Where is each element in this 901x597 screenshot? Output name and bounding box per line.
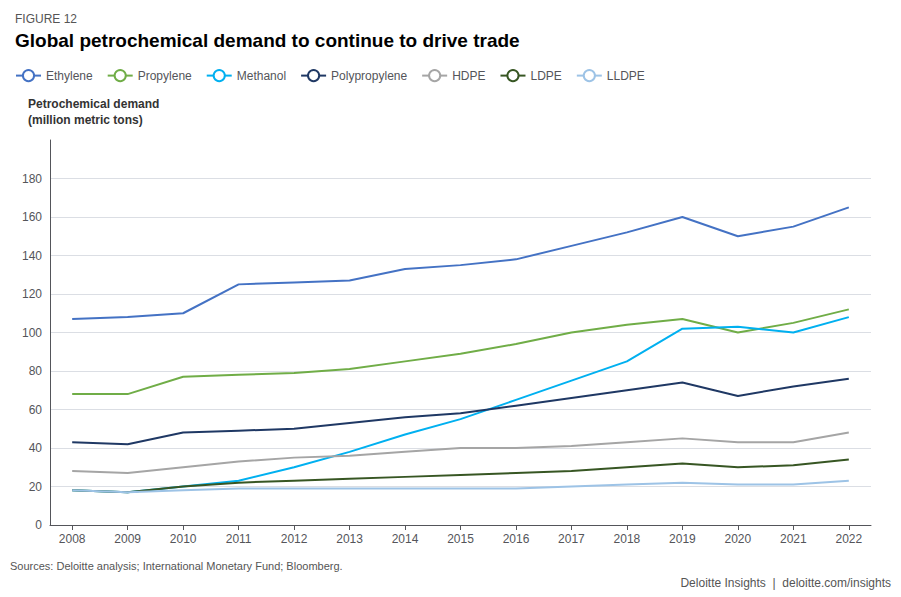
svg-text:Propylene: Propylene (138, 69, 192, 83)
svg-text:2021: 2021 (780, 532, 807, 546)
svg-text:120: 120 (22, 287, 42, 301)
svg-text:Deloitte Insights | deloitte: Deloitte Insights | deloitte.com/insight… (680, 576, 891, 590)
svg-text:(million metric tons): (million metric tons) (28, 113, 143, 127)
svg-text:2017: 2017 (558, 532, 585, 546)
svg-text:2012: 2012 (281, 532, 308, 546)
svg-text:140: 140 (22, 249, 42, 263)
svg-text:60: 60 (29, 403, 43, 417)
svg-text:160: 160 (22, 210, 42, 224)
svg-text:80: 80 (29, 364, 43, 378)
svg-text:2010: 2010 (170, 532, 197, 546)
svg-text:2008: 2008 (59, 532, 86, 546)
svg-text:Sources: Deloitte analysis; In: Sources: Deloitte analysis; Internationa… (10, 560, 343, 572)
svg-text:Polypropylene: Polypropylene (331, 69, 407, 83)
svg-text:Global petrochemical demand to: Global petrochemical demand to continue … (15, 30, 520, 51)
svg-text:2020: 2020 (725, 532, 752, 546)
svg-text:0: 0 (35, 518, 42, 532)
svg-text:2018: 2018 (614, 532, 641, 546)
svg-text:Methanol: Methanol (237, 69, 286, 83)
svg-text:2011: 2011 (226, 532, 252, 546)
svg-text:2022: 2022 (835, 532, 862, 546)
svg-text:LLDPE: LLDPE (607, 69, 645, 83)
svg-text:2013: 2013 (336, 532, 363, 546)
svg-text:40: 40 (29, 441, 43, 455)
svg-text:100: 100 (22, 326, 42, 340)
svg-text:2015: 2015 (447, 532, 474, 546)
svg-text:2019: 2019 (669, 532, 696, 546)
svg-text:Petrochemical demand: Petrochemical demand (28, 97, 159, 111)
svg-text:2009: 2009 (114, 532, 141, 546)
svg-text:Ethylene: Ethylene (46, 69, 93, 83)
svg-text:180: 180 (22, 172, 42, 186)
svg-text:HDPE: HDPE (452, 69, 485, 83)
svg-text:2014: 2014 (392, 532, 419, 546)
svg-text:20: 20 (29, 480, 43, 494)
svg-text:FIGURE 12: FIGURE 12 (15, 12, 77, 26)
svg-text:2016: 2016 (503, 532, 530, 546)
svg-text:LDPE: LDPE (530, 69, 561, 83)
